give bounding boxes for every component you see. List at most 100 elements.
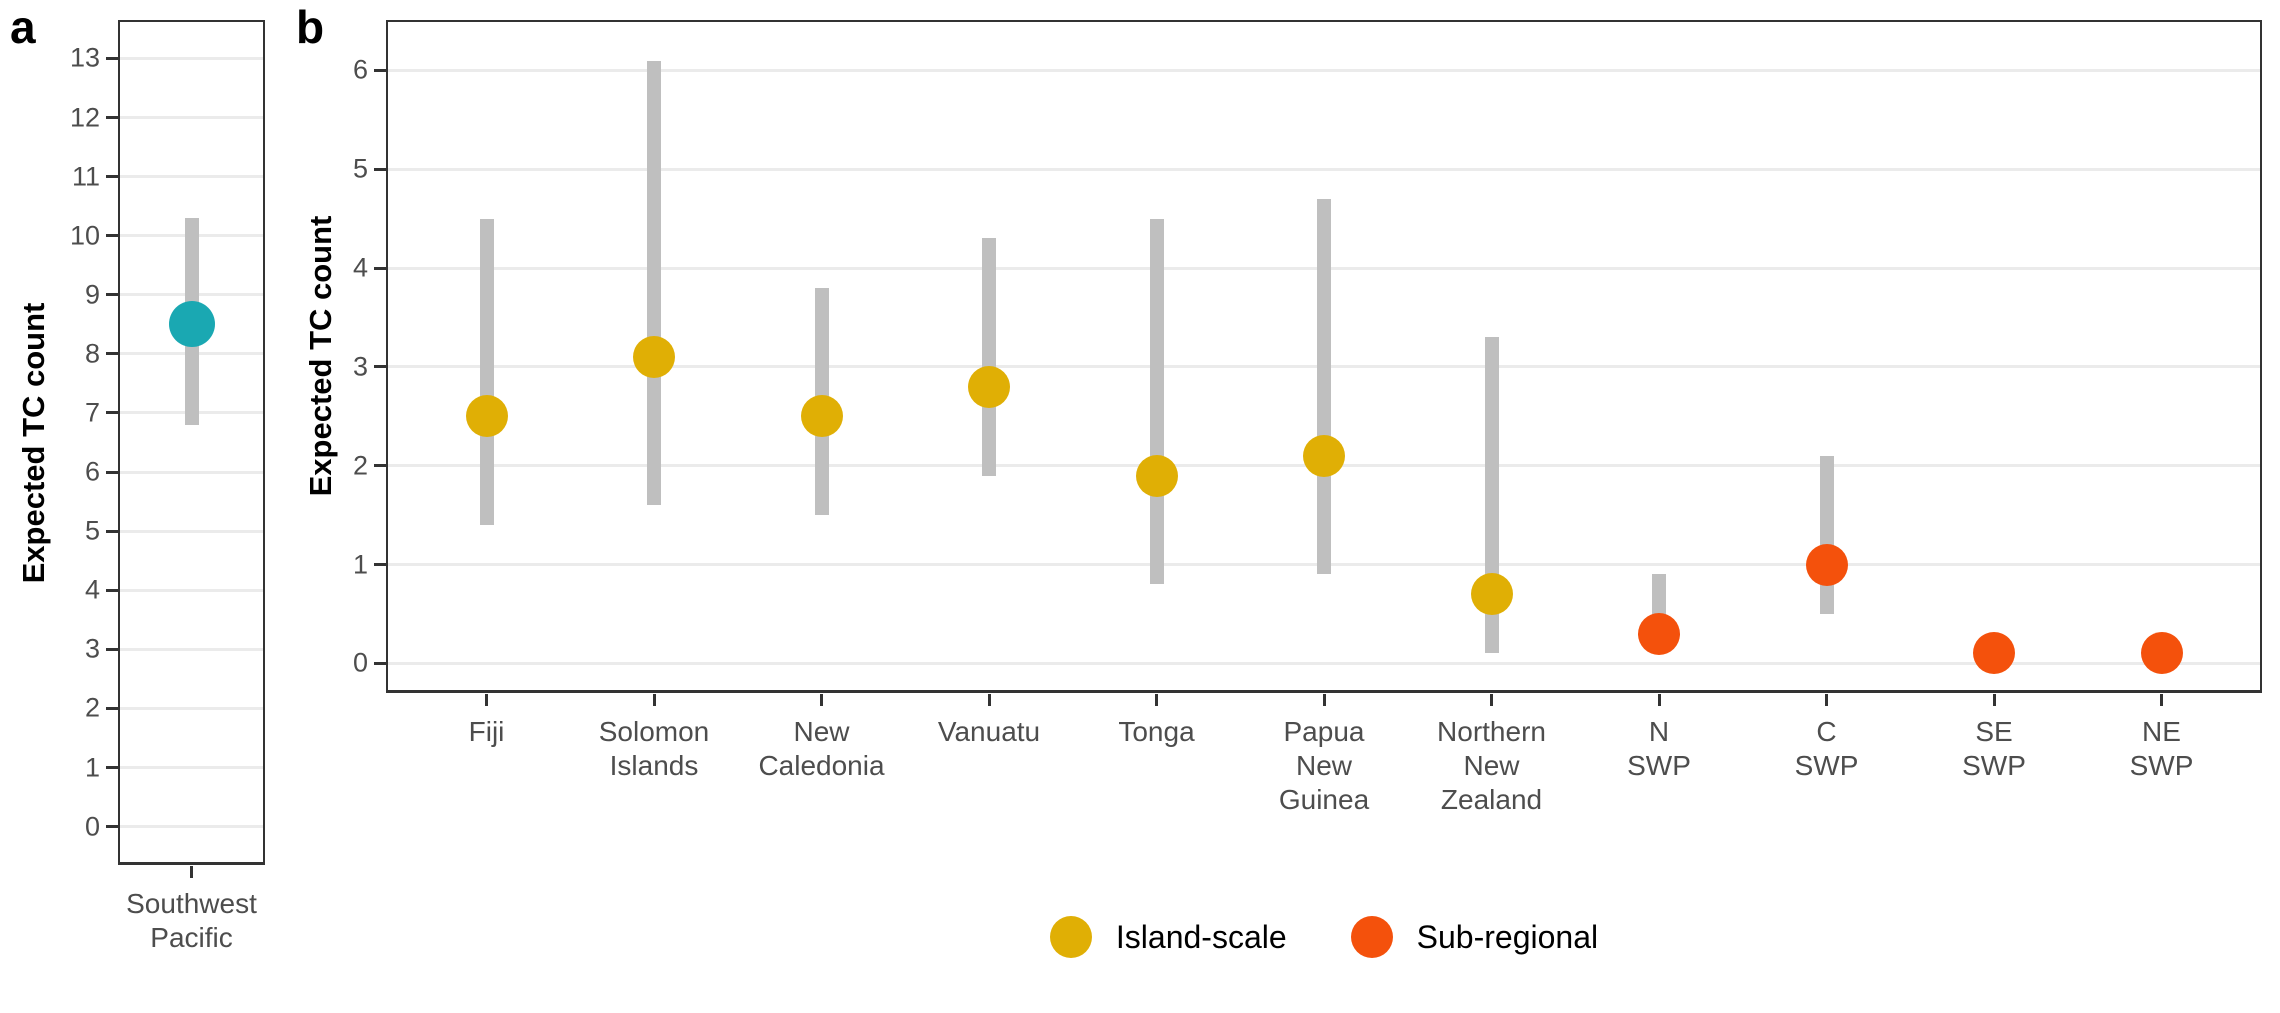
point-new-caledonia xyxy=(800,395,843,438)
gridline-y-5 xyxy=(388,167,2260,171)
legend-label-island-scale: Island-scale xyxy=(1115,919,1287,955)
error-bar-solomon-islands xyxy=(647,60,661,506)
y-tick-label-4: 4 xyxy=(352,252,368,283)
x-category-label-solomon-islands: Solomon Islands xyxy=(598,716,710,781)
x-tick-ne-swp xyxy=(2160,694,2163,706)
y-tick-3 xyxy=(106,647,118,651)
y-tick-label-5: 5 xyxy=(352,153,368,184)
gridline-y-5 xyxy=(120,529,263,533)
y-tick-label-6: 6 xyxy=(352,54,368,85)
gridline-y-3 xyxy=(120,647,263,651)
y-tick-2 xyxy=(374,464,386,468)
island-scale-swatch-icon xyxy=(1049,916,1092,958)
x-category-label-tonga: Tonga xyxy=(1118,716,1195,747)
point-n-swp xyxy=(1638,612,1680,655)
y-tick-11 xyxy=(106,175,118,179)
gridline-y-11 xyxy=(120,175,263,179)
gridline-y-2 xyxy=(120,706,263,710)
x-category-label-ne-swp: NE SWP xyxy=(2129,716,2194,781)
y-tick-label-0: 0 xyxy=(84,811,100,842)
point-vanuatu xyxy=(968,365,1010,408)
x-tick-c-swp xyxy=(1825,694,1828,706)
y-tick-1 xyxy=(106,766,118,769)
y-tick-4 xyxy=(106,588,118,592)
y-tick-5 xyxy=(106,529,118,533)
x-tick-tonga xyxy=(1155,694,1158,706)
y-tick-6 xyxy=(374,68,386,72)
y-tick-label-10: 10 xyxy=(69,220,100,251)
point-c-swp xyxy=(1805,543,1848,586)
x-tick-new-caledonia xyxy=(820,694,823,706)
point-solomon-islands xyxy=(633,335,675,378)
point-ne-swp xyxy=(2140,632,2183,675)
y-tick-label-13: 13 xyxy=(69,42,100,73)
y-tick-label-3: 3 xyxy=(84,633,100,664)
panel-a-plot-area xyxy=(118,20,265,865)
y-tick-2 xyxy=(106,706,118,710)
y-tick-9 xyxy=(106,293,118,297)
gridline-y-0 xyxy=(120,825,263,829)
point-fiji xyxy=(465,395,508,438)
legend-item-island-scale: Island-scale xyxy=(1049,916,1287,958)
x-tick-se-swp xyxy=(1992,694,1996,706)
y-tick-0 xyxy=(106,825,118,829)
y-tick-label-2: 2 xyxy=(84,692,100,723)
x-tick-vanuatu xyxy=(987,694,991,706)
gridline-y-13 xyxy=(120,56,263,60)
error-bar-c-swp xyxy=(1819,455,1834,614)
panel-a-letter: a xyxy=(10,1,36,53)
sub-regional-swatch-icon xyxy=(1350,916,1393,958)
y-tick-0 xyxy=(374,661,386,665)
x-tick-fiji xyxy=(485,694,488,706)
y-tick-6 xyxy=(106,470,118,474)
legend-item-sub-regional: Sub-regional xyxy=(1350,916,1599,958)
y-tick-label-4: 4 xyxy=(84,574,100,605)
point-southwest-pacific xyxy=(168,301,215,348)
gridline-y-12 xyxy=(120,116,263,119)
y-tick-10 xyxy=(106,234,118,238)
point-northern-new-zealand xyxy=(1470,573,1513,616)
y-tick-label-8: 8 xyxy=(84,338,100,369)
gridline-y-0 xyxy=(388,661,2260,665)
y-tick-label-3: 3 xyxy=(352,351,368,382)
gridline-y-1 xyxy=(120,766,263,769)
y-tick-label-11: 11 xyxy=(71,161,100,192)
x-tick-southwest-pacific xyxy=(190,866,193,878)
legend-label-sub-regional: Sub-regional xyxy=(1416,919,1599,955)
y-tick-label-0: 0 xyxy=(352,647,368,678)
x-tick-solomon-islands xyxy=(652,694,656,706)
y-tick-7 xyxy=(106,411,118,415)
error-bar-fiji xyxy=(479,218,494,525)
x-category-label-vanuatu: Vanuatu xyxy=(937,716,1041,747)
error-bar-tonga xyxy=(1149,218,1164,585)
y-tick-12 xyxy=(106,116,118,119)
point-papua-new-guinea xyxy=(1303,434,1345,477)
legend: Island-scale Sub-regional xyxy=(0,916,2280,958)
y-tick-13 xyxy=(106,56,118,60)
gridline-y-6 xyxy=(388,68,2260,72)
y-tick-label-12: 12 xyxy=(69,102,100,132)
x-tick-papua-new-guinea xyxy=(1322,694,1326,706)
x-category-label-new-caledonia: New Caledonia xyxy=(758,716,885,781)
y-tick-label-9: 9 xyxy=(84,279,100,310)
error-bar-papua-new-guinea xyxy=(1317,198,1331,575)
panel-b-letter: b xyxy=(296,1,325,53)
x-category-label-se-swp: SE SWP xyxy=(1962,716,2026,781)
point-se-swp xyxy=(1973,632,2015,675)
x-category-label-c-swp: C SWP xyxy=(1794,716,1859,781)
y-tick-5 xyxy=(374,167,386,171)
point-tonga xyxy=(1135,454,1178,497)
y-tick-4 xyxy=(374,266,386,270)
y-tick-label-1: 1 xyxy=(84,752,100,782)
y-tick-label-1: 1 xyxy=(352,549,368,580)
y-tick-label-6: 6 xyxy=(84,456,100,487)
x-tick-northern-new-zealand xyxy=(1490,694,1493,706)
gridline-y-4 xyxy=(120,588,263,592)
x-category-label-northern-new-zealand: Northern New Zealand xyxy=(1437,716,1546,815)
x-category-label-fiji: Fiji xyxy=(468,716,505,747)
y-tick-1 xyxy=(374,563,386,567)
y-tick-label-2: 2 xyxy=(352,450,368,481)
x-category-label-n-swp: N SWP xyxy=(1627,716,1691,781)
error-bar-vanuatu xyxy=(982,238,996,476)
